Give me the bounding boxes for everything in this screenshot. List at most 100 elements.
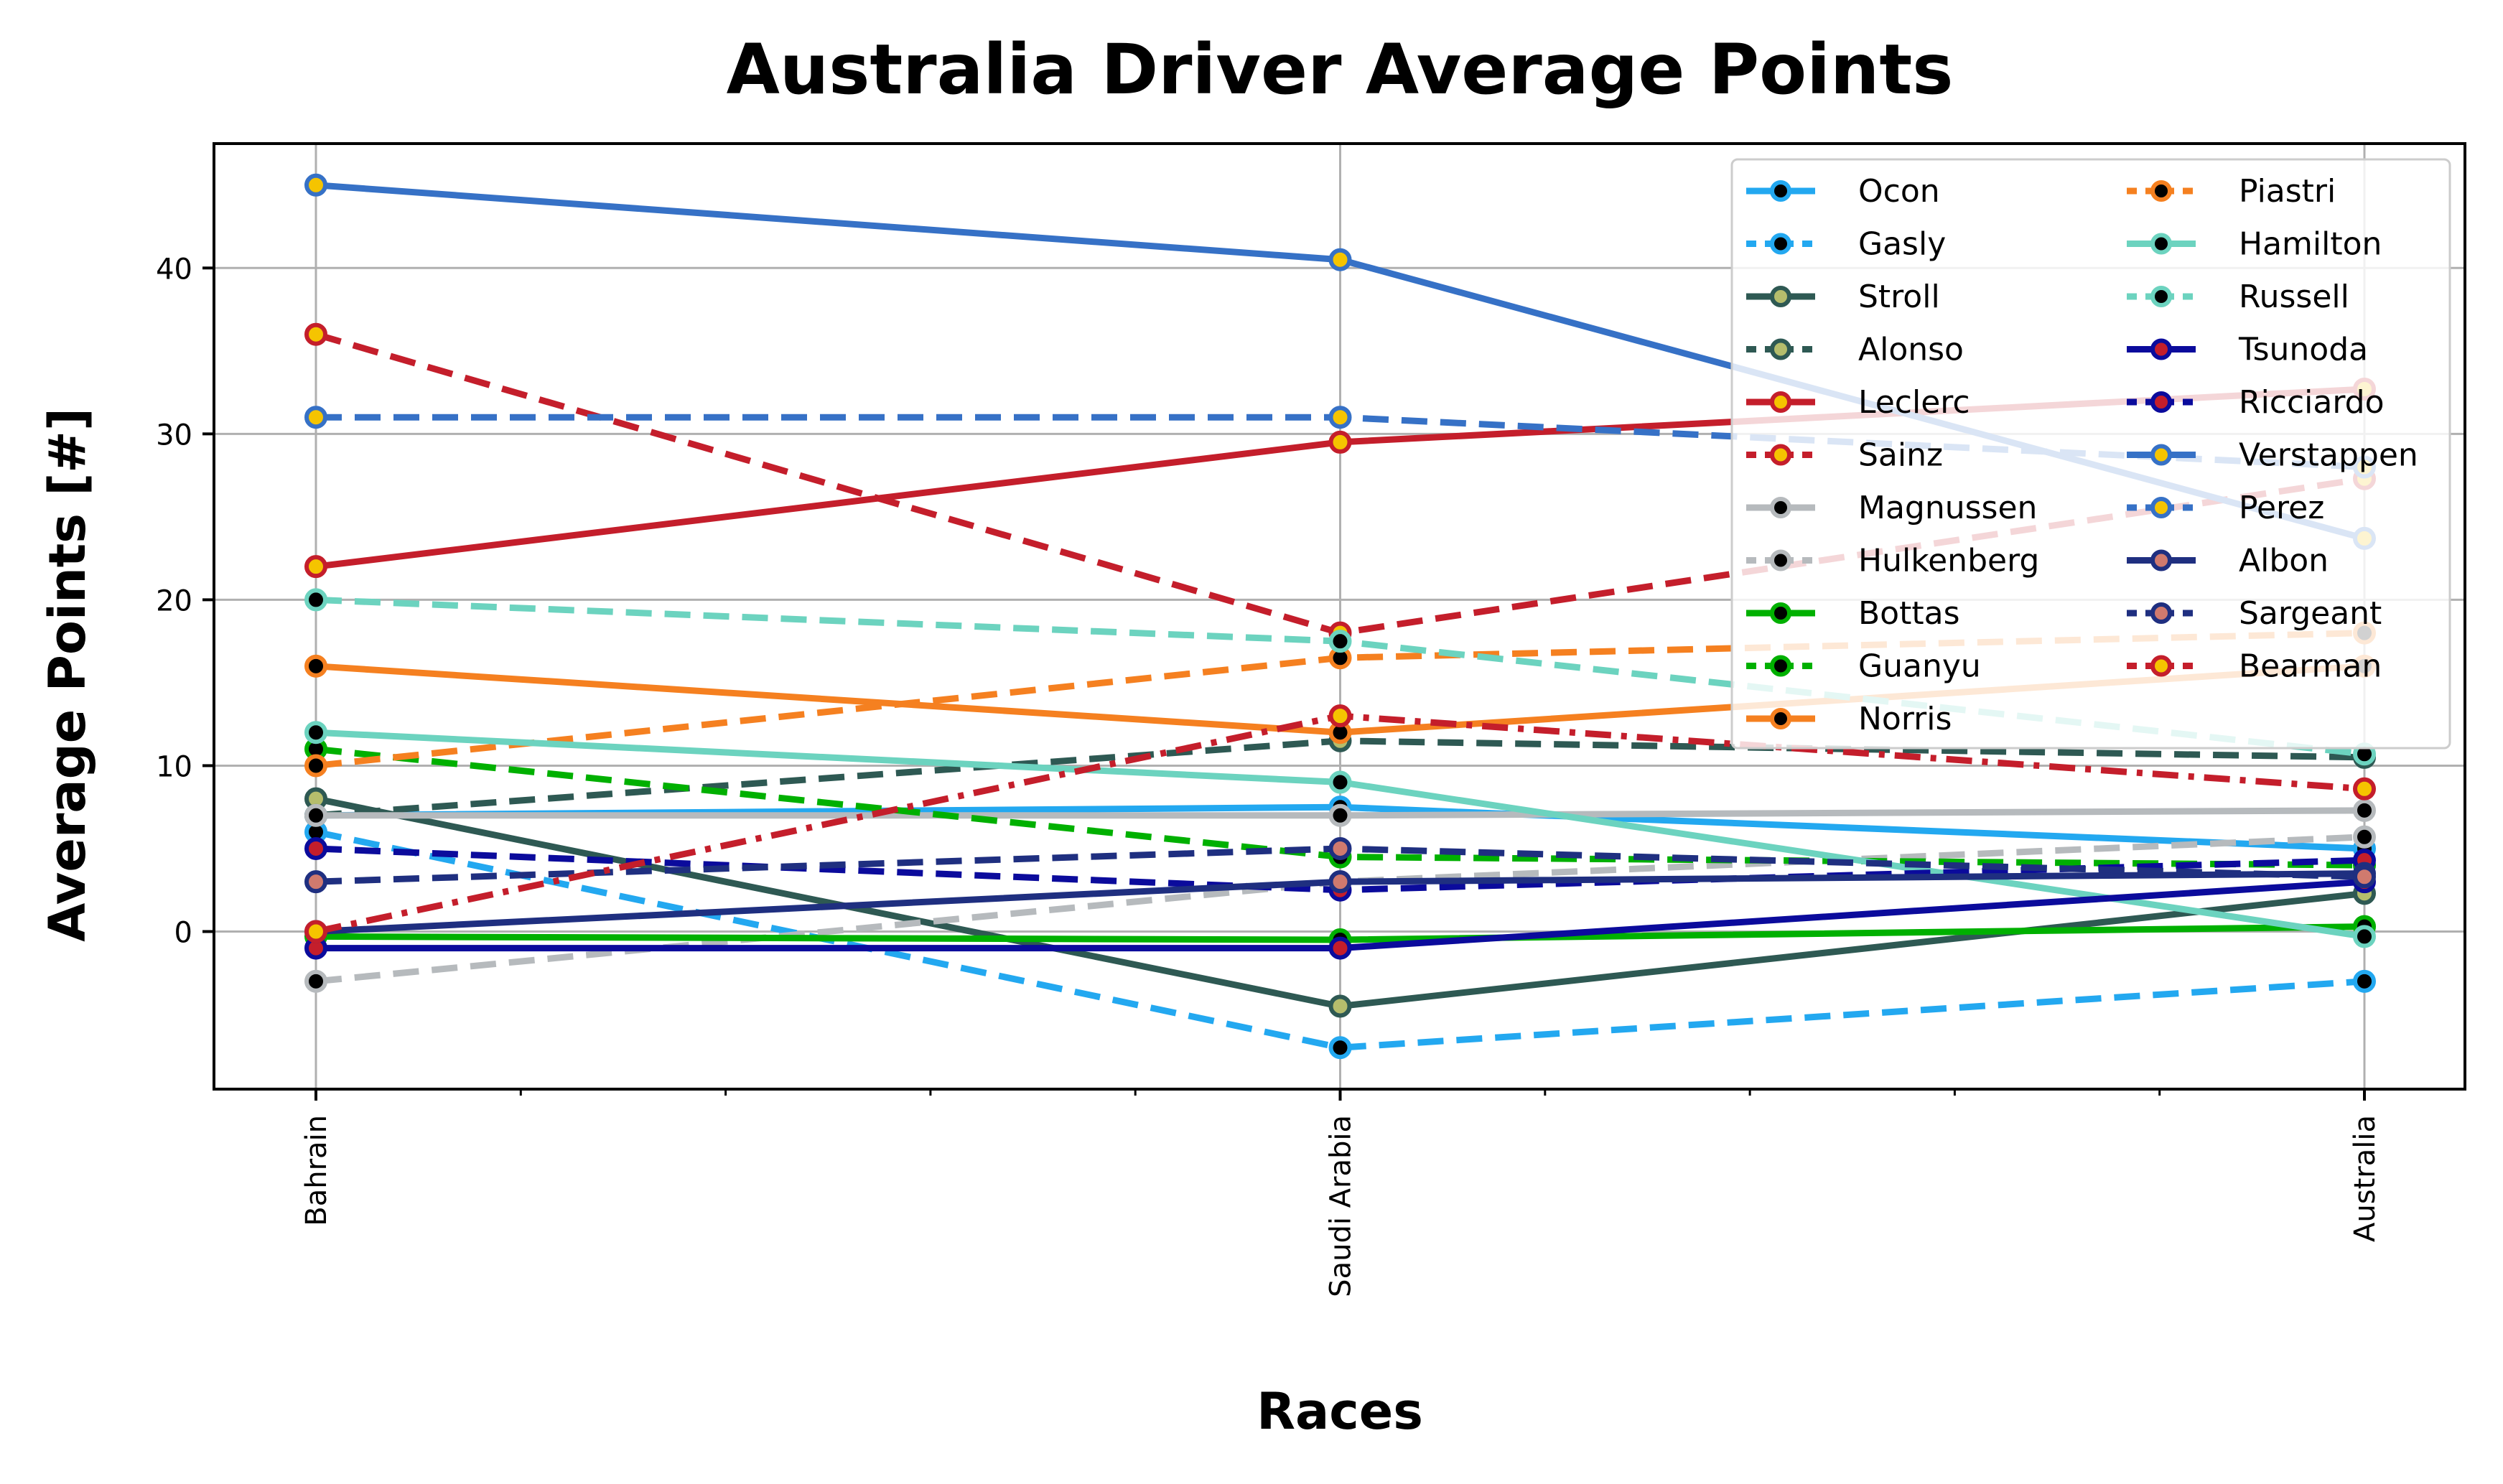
legend-marker <box>2150 444 2172 466</box>
legend-marker <box>1770 602 1791 624</box>
legend-item: Magnussen <box>1746 490 2037 526</box>
legend-label: Hulkenberg <box>1858 543 2039 579</box>
data-point <box>1328 430 1352 454</box>
legend-item: Norris <box>1746 701 1952 737</box>
data-point <box>2353 798 2376 822</box>
legend-box <box>1730 158 2451 750</box>
legend-item: Piastri <box>2127 173 2336 210</box>
data-point <box>1328 406 1352 429</box>
data-point <box>2353 969 2376 993</box>
y-tick-label: 0 <box>174 917 192 950</box>
data-point <box>304 803 327 827</box>
legend-item: Hulkenberg <box>1746 543 2039 579</box>
data-point <box>304 969 327 993</box>
series-bearman <box>304 704 2376 943</box>
legend-item: Albon <box>2127 543 2329 579</box>
legend-marker <box>2150 233 2172 255</box>
legend-item: Bearman <box>2127 648 2382 685</box>
legend-item: Verstappen <box>2127 437 2418 474</box>
data-point <box>1328 248 1352 271</box>
legend-label: Sainz <box>1858 437 1943 474</box>
legend-item: Russell <box>2127 279 2349 315</box>
legend: Ocon Gasly Stroll Alonso Leclerc Sainz Magnuss… <box>1730 158 2451 750</box>
data-point <box>2353 825 2376 849</box>
x-tick-label: Australia <box>2349 1115 2382 1242</box>
legend-marker <box>2150 338 2172 360</box>
x-tick-label: Bahrain <box>300 1115 333 1226</box>
legend-marker <box>1770 391 1791 413</box>
legend-label: Norris <box>1858 701 1952 737</box>
legend-item: Gasly <box>1746 226 1946 263</box>
data-point <box>304 406 327 429</box>
data-point <box>2353 925 2376 948</box>
series-tsunoda <box>304 870 2376 960</box>
data-point <box>304 555 327 579</box>
series-gasly <box>304 820 2376 1060</box>
chart-title: Australia Driver Average Points <box>727 29 1954 110</box>
legend-marker <box>1770 338 1791 360</box>
axes: 0 10 20 30 40 Bahrain Saudi Arabia Australia <box>156 253 2382 1297</box>
data-point <box>2353 865 2376 889</box>
legend-label: Albon <box>2239 543 2329 579</box>
legend-item: Sainz <box>1746 437 1943 474</box>
data-point <box>1328 704 1352 728</box>
data-point <box>304 654 327 678</box>
data-point <box>304 754 327 778</box>
y-tick-label: 20 <box>156 584 192 617</box>
data-point <box>1328 1036 1352 1060</box>
data-point <box>304 870 327 894</box>
legend-marker <box>1770 497 1791 518</box>
legend-label: Stroll <box>1858 279 1940 315</box>
legend-label: Tsunoda <box>2238 332 2368 368</box>
legend-label: Bottas <box>1858 595 1960 632</box>
series-sargeant <box>304 836 2376 894</box>
series-line <box>315 829 2365 1051</box>
legend-item: Stroll <box>1746 279 1940 315</box>
legend-marker <box>2150 286 2172 307</box>
legend-label: Russell <box>2239 279 2349 315</box>
legend-label: Verstappen <box>2239 437 2418 474</box>
legend-marker <box>2150 655 2172 677</box>
legend-marker <box>1770 180 1791 202</box>
legend-item: Bottas <box>1746 595 1960 632</box>
legend-item: Ocon <box>1746 173 1940 210</box>
data-point <box>304 588 327 612</box>
legend-marker <box>2150 180 2172 202</box>
y-tick-label: 30 <box>156 419 192 452</box>
legend-marker <box>2150 602 2172 624</box>
legend-label: Guanyu <box>1858 648 1981 685</box>
legend-label: Hamilton <box>2239 226 2382 263</box>
y-tick-label: 10 <box>156 750 192 783</box>
legend-item: Ricciardo <box>2127 384 2385 421</box>
legend-marker <box>1770 233 1791 255</box>
legend-label: Sargeant <box>2239 595 2382 632</box>
legend-item: Tsunoda <box>2127 332 2368 368</box>
legend-item: Alonso <box>1746 332 1964 368</box>
legend-marker <box>2150 549 2172 571</box>
x-axis-label: Races <box>1257 1382 1423 1441</box>
data-point <box>304 836 327 860</box>
series-magnussen <box>304 798 2376 827</box>
y-axis-label: Average Points [#] <box>38 408 97 942</box>
legend-label: Gasly <box>1858 226 1946 263</box>
legend-item: Perez <box>2127 490 2324 526</box>
legend-label: Piastri <box>2239 173 2336 210</box>
legend-label: Magnussen <box>1858 490 2037 526</box>
legend-marker <box>2150 391 2172 413</box>
data-point <box>1328 936 1352 960</box>
data-point <box>2353 777 2376 801</box>
legend-marker <box>1770 549 1791 571</box>
legend-label: Ricciardo <box>2239 384 2385 421</box>
legend-label: Leclerc <box>1858 384 1970 421</box>
legend-label: Alonso <box>1858 332 1964 368</box>
data-point <box>1328 836 1352 860</box>
legend-marker <box>1770 286 1791 307</box>
legend-label: Ocon <box>1858 173 1940 210</box>
data-point <box>1328 770 1352 794</box>
legend-label: Bearman <box>2239 648 2382 685</box>
data-point <box>1328 803 1352 827</box>
data-point <box>1328 994 1352 1018</box>
legend-marker <box>1770 708 1791 729</box>
